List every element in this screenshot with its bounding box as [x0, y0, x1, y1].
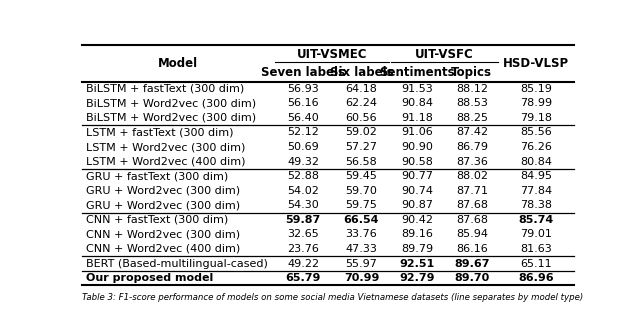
Text: 77.84: 77.84 [520, 186, 552, 196]
Text: BiLSTM + fastText (300 dim): BiLSTM + fastText (300 dim) [86, 84, 244, 94]
Text: 49.22: 49.22 [287, 259, 319, 269]
Text: 54.02: 54.02 [287, 186, 319, 196]
Text: 55.97: 55.97 [346, 259, 378, 269]
Text: Our proposed model: Our proposed model [86, 273, 214, 283]
Text: 87.36: 87.36 [456, 156, 488, 167]
Text: 50.69: 50.69 [287, 142, 319, 152]
Text: 86.79: 86.79 [456, 142, 488, 152]
Text: CNN + Word2vec (300 dim): CNN + Word2vec (300 dim) [86, 230, 241, 239]
Text: 32.65: 32.65 [287, 230, 319, 239]
Text: 86.96: 86.96 [518, 273, 554, 283]
Text: UIT-VSMEC: UIT-VSMEC [296, 48, 367, 61]
Text: 59.45: 59.45 [346, 171, 378, 181]
Text: 59.75: 59.75 [346, 200, 378, 210]
Text: 90.90: 90.90 [401, 142, 433, 152]
Text: 84.95: 84.95 [520, 171, 552, 181]
Text: 59.70: 59.70 [346, 186, 378, 196]
Text: CNN + Word2vec (400 dim): CNN + Word2vec (400 dim) [86, 244, 241, 254]
Text: 89.79: 89.79 [401, 244, 433, 254]
Text: 70.99: 70.99 [344, 273, 379, 283]
Text: 49.32: 49.32 [287, 156, 319, 167]
Text: 60.56: 60.56 [346, 113, 378, 123]
Text: 89.16: 89.16 [401, 230, 433, 239]
Text: 56.58: 56.58 [346, 156, 378, 167]
Text: 87.68: 87.68 [456, 215, 488, 225]
Text: Sentiments: Sentiments [380, 66, 455, 79]
Text: 52.88: 52.88 [287, 171, 319, 181]
Text: 56.40: 56.40 [287, 113, 319, 123]
Text: 62.24: 62.24 [346, 98, 378, 108]
Text: 85.94: 85.94 [456, 230, 488, 239]
Text: 59.87: 59.87 [285, 215, 321, 225]
Text: 88.25: 88.25 [456, 113, 488, 123]
Text: 90.87: 90.87 [401, 200, 433, 210]
Text: 80.84: 80.84 [520, 156, 552, 167]
Text: 86.16: 86.16 [456, 244, 488, 254]
Text: 56.93: 56.93 [287, 84, 319, 94]
Text: 88.02: 88.02 [456, 171, 488, 181]
Text: Six labels: Six labels [330, 66, 394, 79]
Text: 90.74: 90.74 [401, 186, 433, 196]
Text: BERT (Based-multilingual-cased): BERT (Based-multilingual-cased) [86, 259, 268, 269]
Text: 88.12: 88.12 [456, 84, 488, 94]
Text: 54.30: 54.30 [287, 200, 319, 210]
Text: 52.12: 52.12 [287, 127, 319, 138]
Text: 89.70: 89.70 [454, 273, 490, 283]
Text: 85.19: 85.19 [520, 84, 552, 94]
Text: 56.16: 56.16 [287, 98, 319, 108]
Text: 78.99: 78.99 [520, 98, 552, 108]
Text: Table 3: F1-score performance of models on some social media Vietnamese datasets: Table 3: F1-score performance of models … [83, 293, 584, 302]
Text: 90.77: 90.77 [401, 171, 433, 181]
Text: 57.27: 57.27 [346, 142, 378, 152]
Text: 47.33: 47.33 [346, 244, 378, 254]
Text: 81.63: 81.63 [520, 244, 552, 254]
Text: 92.51: 92.51 [399, 259, 435, 269]
Text: 85.74: 85.74 [518, 215, 554, 225]
Text: 91.53: 91.53 [401, 84, 433, 94]
Text: 87.42: 87.42 [456, 127, 488, 138]
Text: 33.76: 33.76 [346, 230, 378, 239]
Text: 59.02: 59.02 [346, 127, 378, 138]
Text: BiLSTM + Word2vec (300 dim): BiLSTM + Word2vec (300 dim) [86, 98, 257, 108]
Text: 66.54: 66.54 [344, 215, 380, 225]
Text: GRU + Word2vec (300 dim): GRU + Word2vec (300 dim) [86, 186, 241, 196]
Text: 91.18: 91.18 [401, 113, 433, 123]
Text: 79.18: 79.18 [520, 113, 552, 123]
Text: LSTM + Word2vec (300 dim): LSTM + Word2vec (300 dim) [86, 142, 246, 152]
Text: 79.01: 79.01 [520, 230, 552, 239]
Text: 90.58: 90.58 [401, 156, 433, 167]
Text: GRU + fastText (300 dim): GRU + fastText (300 dim) [86, 171, 228, 181]
Text: 88.53: 88.53 [456, 98, 488, 108]
Text: LSTM + fastText (300 dim): LSTM + fastText (300 dim) [86, 127, 234, 138]
Text: 92.79: 92.79 [399, 273, 435, 283]
Text: 64.18: 64.18 [346, 84, 378, 94]
Text: UIT-VSFC: UIT-VSFC [415, 48, 474, 61]
Text: 65.11: 65.11 [520, 259, 552, 269]
Text: 87.71: 87.71 [456, 186, 488, 196]
Text: 85.56: 85.56 [520, 127, 552, 138]
Text: 78.38: 78.38 [520, 200, 552, 210]
Text: BiLSTM + Word2vec (300 dim): BiLSTM + Word2vec (300 dim) [86, 113, 257, 123]
Text: Model: Model [158, 57, 198, 70]
Text: 65.79: 65.79 [285, 273, 321, 283]
Text: 91.06: 91.06 [401, 127, 433, 138]
Text: 90.42: 90.42 [401, 215, 433, 225]
Text: 90.84: 90.84 [401, 98, 433, 108]
Text: 23.76: 23.76 [287, 244, 319, 254]
Text: Topics: Topics [451, 66, 492, 79]
Text: CNN + fastText (300 dim): CNN + fastText (300 dim) [86, 215, 228, 225]
Text: Seven labels: Seven labels [261, 66, 345, 79]
Text: GRU + Word2vec (300 dim): GRU + Word2vec (300 dim) [86, 200, 241, 210]
Text: HSD-VLSP: HSD-VLSP [503, 57, 570, 70]
Text: LSTM + Word2vec (400 dim): LSTM + Word2vec (400 dim) [86, 156, 246, 167]
Text: 76.26: 76.26 [520, 142, 552, 152]
Text: 89.67: 89.67 [454, 259, 490, 269]
Text: 87.68: 87.68 [456, 200, 488, 210]
